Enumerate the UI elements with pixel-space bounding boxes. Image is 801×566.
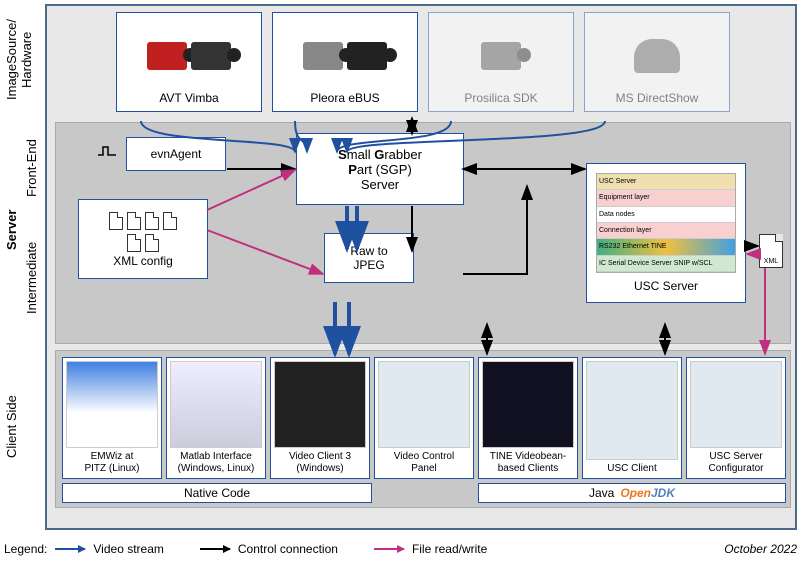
hw-pleora-label: Pleora eBUS bbox=[310, 91, 379, 105]
layer-label-hardware: ImageSource/ Hardware bbox=[4, 8, 34, 112]
sgp-line2: Part (SGP) bbox=[348, 162, 412, 177]
legend-file-arrow: .arrow-sample[data-name="legend-file-arr… bbox=[374, 548, 404, 550]
xmlconfig-label: XML config bbox=[113, 254, 173, 268]
client-usc-client: USC Client bbox=[582, 357, 682, 479]
hw-directshow: MS DirectShow bbox=[584, 12, 730, 112]
hw-directshow-label: MS DirectShow bbox=[616, 91, 699, 105]
hw-pleora: Pleora eBUS bbox=[272, 12, 418, 112]
hardware-row: AVT Vimba Pleora eBUS Prosilica SDK MS D… bbox=[55, 12, 791, 116]
node-xmlconfig: XML config bbox=[78, 199, 208, 279]
legend-file-label: File read/write bbox=[412, 542, 487, 556]
layer-label-intermediate: Intermediate bbox=[24, 218, 39, 338]
hw-prosilica-label: Prosilica SDK bbox=[464, 91, 537, 105]
client-matlab: Matlab Interface(Windows, Linux) bbox=[166, 357, 266, 479]
sgp-line1: Small Grabber bbox=[338, 147, 422, 162]
client-band: EMWiz atPITZ (Linux) Matlab Interface(Wi… bbox=[55, 350, 791, 508]
legend-title: Legend: bbox=[4, 542, 47, 556]
code-java: JavaOpenJDK bbox=[478, 483, 786, 503]
node-evnagent: evnAgent bbox=[126, 137, 226, 171]
hw-avt: AVT Vimba bbox=[116, 12, 262, 112]
node-rawtojpeg: Raw to JPEG bbox=[324, 233, 414, 283]
usc-label: USC Server bbox=[634, 279, 698, 293]
diagram-frame: AVT Vimba Pleora eBUS Prosilica SDK MS D… bbox=[45, 4, 797, 530]
layer-label-server: Server bbox=[4, 130, 19, 330]
usc-inner-diagram: USC Server Equipment layer Data nodes Co… bbox=[596, 173, 736, 273]
code-native: Native Code bbox=[62, 483, 372, 503]
legend-control-label: Control connection bbox=[238, 542, 338, 556]
client-usc-config: USC ServerConfigurator bbox=[686, 357, 786, 479]
client-tine: TINE Videobean-based Clients bbox=[478, 357, 578, 479]
hw-prosilica: Prosilica SDK bbox=[428, 12, 574, 112]
hw-avt-label: AVT Vimba bbox=[159, 91, 218, 105]
layer-label-client: Client Side bbox=[4, 352, 19, 502]
legend: Legend: .arrow-sample[data-name="legend-… bbox=[4, 536, 797, 562]
legend-date: October 2022 bbox=[724, 542, 797, 556]
layer-label-frontend: Front-End bbox=[24, 128, 39, 208]
xml-file-icon: XML bbox=[759, 234, 783, 268]
node-sgp: Small Grabber Part (SGP) Server bbox=[296, 133, 464, 205]
sgp-line3: Server bbox=[361, 177, 399, 192]
client-vcp: Video ControlPanel bbox=[374, 357, 474, 479]
legend-video-arrow: .arrow-sample[data-name="legend-video-ar… bbox=[55, 548, 85, 550]
server-band: evnAgent Small Grabber Part (SGP) Server… bbox=[55, 122, 791, 344]
openjdk-logo: OpenJDK bbox=[620, 486, 675, 500]
client-emwiz: EMWiz atPITZ (Linux) bbox=[62, 357, 162, 479]
node-usc-server: USC Server Equipment layer Data nodes Co… bbox=[586, 163, 746, 303]
legend-control-arrow: .arrow-sample[data-name="legend-control-… bbox=[200, 548, 230, 550]
client-vc3: Video Client 3(Windows) bbox=[270, 357, 370, 479]
pulse-icon bbox=[98, 145, 118, 159]
legend-video-label: Video stream bbox=[93, 542, 163, 556]
client-row: EMWiz atPITZ (Linux) Matlab Interface(Wi… bbox=[62, 357, 786, 479]
